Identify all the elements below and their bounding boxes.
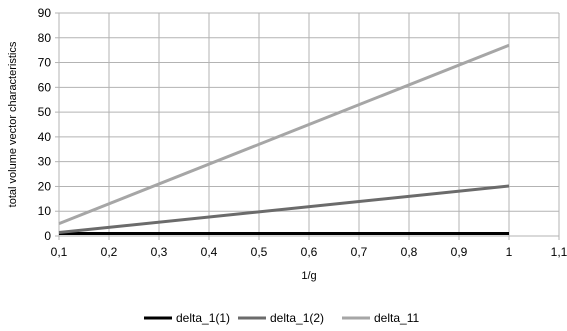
legend-label: delta_11 — [374, 311, 419, 325]
x-tick-label: 0,5 — [251, 245, 268, 259]
y-tick-label: 90 — [38, 6, 52, 20]
y-axis-title: total volume vector characteristics — [7, 41, 19, 207]
legend-label: delta_1(1) — [176, 311, 230, 325]
x-tick-label: 0,3 — [151, 245, 168, 259]
x-tick-label: 0,7 — [351, 245, 368, 259]
x-tick-label: 0,8 — [401, 245, 418, 259]
y-tick-label: 70 — [38, 56, 52, 70]
legend: delta_1(1) delta_1(2) delta_11 — [144, 311, 419, 325]
y-tick-label: 80 — [38, 31, 52, 45]
x-tick-label: 0,1 — [51, 245, 68, 259]
x-tick-label: 0,4 — [201, 245, 218, 259]
y-tick-label: 50 — [38, 105, 52, 119]
y-tick-label: 0 — [44, 229, 51, 243]
x-tick-label: 0,2 — [101, 245, 118, 259]
series-line — [58, 43, 510, 226]
series-line — [58, 184, 510, 235]
series-lines — [58, 43, 510, 236]
x-tick-label: 0,6 — [301, 245, 318, 259]
x-tick-label: 1 — [506, 245, 513, 259]
axes — [55, 12, 560, 240]
x-axis-title: 1/g — [301, 270, 316, 282]
y-tick-label: 20 — [38, 179, 52, 193]
y-tick-label: 10 — [38, 204, 52, 218]
y-tick-label: 40 — [38, 130, 52, 144]
gridlines — [58, 12, 560, 237]
y-tick-label: 60 — [38, 80, 52, 94]
tick-labels: 0,1 0,2 0,3 0,4 0,5 0,6 0,7 0,8 0,9 1 1,1 0 10 20 30 40… — [38, 6, 567, 259]
y-tick-label: 30 — [38, 155, 52, 169]
legend-label: delta_1(2) — [270, 311, 324, 325]
x-tick-label: 0,9 — [451, 245, 468, 259]
x-tick-label: 1,1 — [551, 245, 567, 259]
